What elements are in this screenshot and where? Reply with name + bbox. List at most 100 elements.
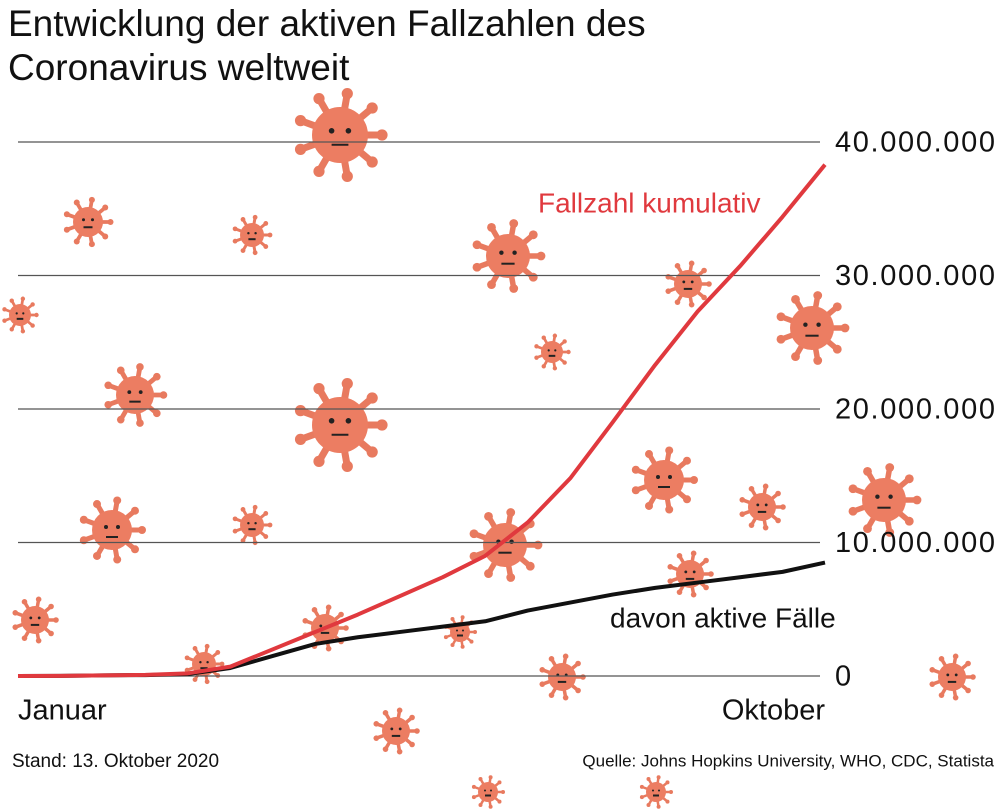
virus-knob: [665, 288, 672, 294]
virus-body: [548, 663, 576, 691]
virus-knob: [848, 484, 858, 494]
virus-icon: [373, 707, 420, 755]
virus-eye: [328, 128, 335, 134]
virus-knob: [107, 219, 114, 225]
virus-knob: [525, 561, 535, 571]
virus-knob: [450, 642, 455, 647]
virus-eye: [206, 661, 209, 664]
virus-body: [312, 107, 368, 163]
virus-knob: [562, 653, 569, 660]
virus-eye: [82, 218, 85, 222]
virus-knob: [153, 409, 161, 418]
virus-knob: [79, 515, 88, 524]
virus-knob: [791, 295, 800, 304]
virus-body: [748, 493, 776, 521]
virus-knob: [688, 301, 695, 308]
virus-icon: [665, 260, 712, 308]
virus-knob: [562, 339, 567, 344]
virus-body: [240, 223, 264, 247]
note: Stand: 13. Oktober 2020: [12, 751, 219, 772]
series-label: Fallzahl kumulativ: [538, 187, 761, 218]
virus-knob: [575, 660, 581, 667]
virus-knob: [136, 419, 144, 427]
virus-body: [674, 270, 702, 298]
virus-icon: [639, 775, 673, 809]
virus-knob: [885, 528, 895, 537]
virus-knob: [478, 777, 483, 782]
virus-eye: [656, 475, 660, 479]
virus-knob: [580, 674, 586, 680]
source: Quelle: Johns Hopkins University, WHO, C…: [582, 751, 994, 770]
virus-knob: [690, 591, 697, 598]
virus-knob: [645, 501, 653, 510]
virus-knob: [639, 795, 644, 800]
virus-body: [116, 376, 154, 414]
virus-knob: [674, 263, 681, 269]
virus-knob: [484, 512, 493, 521]
virus-knob: [552, 333, 558, 338]
virus-icon: [471, 775, 505, 809]
virus-knob: [373, 721, 380, 727]
virus-knob: [136, 363, 144, 371]
virus-knob: [676, 589, 683, 595]
virus-knob: [460, 644, 465, 649]
virus-knob: [116, 415, 125, 424]
virus-knob: [313, 455, 325, 467]
virus-eye: [398, 727, 402, 731]
virus-icon: [848, 463, 922, 537]
virus-knob: [232, 238, 238, 244]
virus-knob: [2, 318, 7, 323]
virus-eye: [390, 727, 394, 731]
virus-eye: [499, 250, 504, 255]
virus-knob: [469, 529, 479, 539]
virus-knob: [575, 687, 581, 694]
virus-knob: [240, 217, 246, 222]
virus-knob: [343, 625, 349, 631]
virus-knob: [376, 419, 388, 431]
virus-knob: [688, 260, 695, 267]
virus-knob: [159, 391, 168, 399]
virus-knob: [904, 474, 914, 484]
virus-knob: [366, 102, 378, 114]
virus-icon: [539, 653, 586, 701]
virus-knob: [252, 504, 258, 510]
virus-knob: [311, 607, 318, 613]
virus-knob: [113, 496, 122, 505]
virus-knob: [541, 364, 546, 369]
virus-knob: [396, 707, 403, 714]
virus-knob: [184, 655, 190, 661]
virus-eye: [37, 616, 41, 620]
virus-icon: [929, 653, 976, 701]
virus-knob: [30, 323, 35, 328]
virus-knob: [9, 327, 14, 332]
virus-knob: [252, 250, 258, 256]
chart-title: Entwicklung der aktiven Fallzahlen des C…: [8, 3, 646, 88]
virus-eye: [91, 218, 94, 222]
virus-knob: [965, 687, 971, 694]
virus-eye: [254, 232, 257, 235]
virus-icon: [776, 291, 850, 365]
virus-eye: [652, 789, 654, 792]
virus-knob: [366, 446, 378, 458]
virus-icon: [232, 214, 273, 256]
virus-knob: [2, 307, 7, 312]
virus-knob: [703, 557, 709, 564]
virus-knob: [665, 780, 670, 785]
virus-body: [382, 717, 410, 745]
virus-knob: [539, 681, 546, 687]
virus-knob: [192, 677, 198, 682]
virus-knob: [669, 790, 673, 794]
virus-knob: [528, 272, 538, 282]
virus-knob: [929, 681, 936, 687]
virus-eye: [684, 570, 688, 574]
virus-knob: [478, 802, 483, 807]
virus-knob: [639, 784, 644, 789]
virus-knob: [240, 538, 246, 543]
virus-knob: [450, 617, 455, 622]
virus-eye: [875, 494, 880, 499]
virus-knob: [497, 780, 502, 785]
virus-icon: [443, 615, 477, 649]
virus-knob: [341, 88, 353, 100]
virus-eye: [509, 539, 514, 544]
